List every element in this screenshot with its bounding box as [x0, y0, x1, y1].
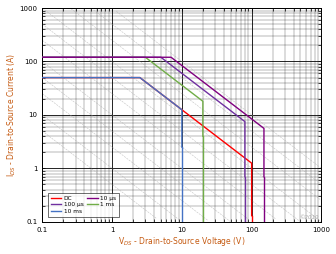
Legend: DC, 100 μs, 10 ms, 10 μs, 1 ms: DC, 100 μs, 10 ms, 10 μs, 1 ms: [48, 193, 119, 217]
Text: ©2010: ©2010: [299, 215, 319, 220]
Y-axis label: I$_{DS}$ - Drain-to-Source Current (A): I$_{DS}$ - Drain-to-Source Current (A): [6, 53, 18, 177]
X-axis label: V$_{DS}$ - Drain-to-Source Voltage (V): V$_{DS}$ - Drain-to-Source Voltage (V): [118, 235, 246, 248]
